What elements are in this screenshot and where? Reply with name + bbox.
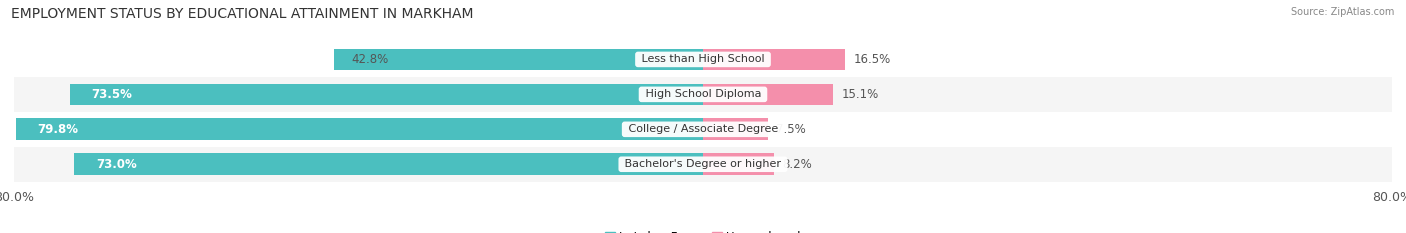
Text: High School Diploma: High School Diploma <box>641 89 765 99</box>
Bar <box>14 42 1392 77</box>
Text: 79.8%: 79.8% <box>38 123 79 136</box>
Bar <box>70 84 703 105</box>
Text: Bachelor's Degree or higher: Bachelor's Degree or higher <box>621 159 785 169</box>
Text: Source: ZipAtlas.com: Source: ZipAtlas.com <box>1291 7 1395 17</box>
Bar <box>15 118 703 140</box>
Text: EMPLOYMENT STATUS BY EDUCATIONAL ATTAINMENT IN MARKHAM: EMPLOYMENT STATUS BY EDUCATIONAL ATTAINM… <box>11 7 474 21</box>
Bar <box>335 49 703 70</box>
Bar <box>14 147 1392 182</box>
Text: 15.1%: 15.1% <box>842 88 879 101</box>
Text: 42.8%: 42.8% <box>352 53 389 66</box>
Text: 8.2%: 8.2% <box>782 158 813 171</box>
Text: Less than High School: Less than High School <box>638 55 768 64</box>
Text: 73.5%: 73.5% <box>91 88 132 101</box>
Bar <box>14 77 1392 112</box>
Bar <box>703 49 845 70</box>
Bar <box>703 84 832 105</box>
Text: 16.5%: 16.5% <box>853 53 891 66</box>
Bar <box>703 118 768 140</box>
Bar <box>703 154 773 175</box>
Text: 73.0%: 73.0% <box>96 158 136 171</box>
Text: 7.5%: 7.5% <box>776 123 806 136</box>
Bar <box>14 112 1392 147</box>
Legend: In Labor Force, Unemployed: In Labor Force, Unemployed <box>600 226 806 233</box>
Text: College / Associate Degree: College / Associate Degree <box>624 124 782 134</box>
Bar <box>75 154 703 175</box>
